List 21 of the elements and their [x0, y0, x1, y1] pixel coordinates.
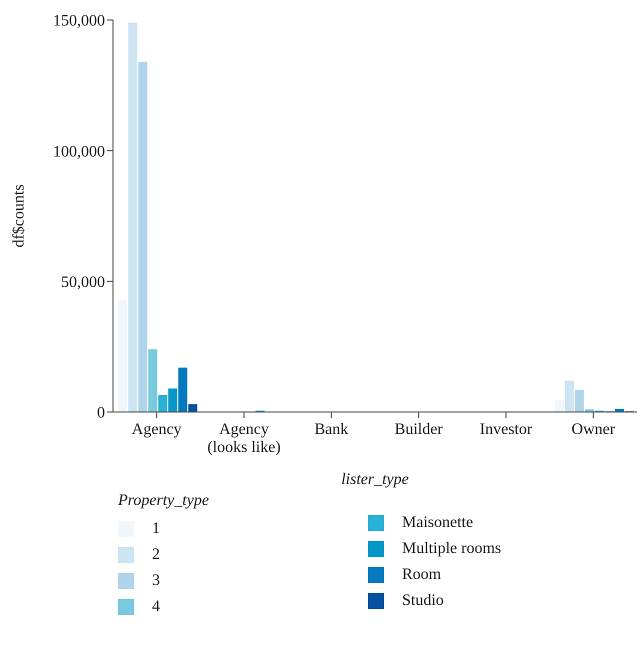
legend-label: 2	[152, 546, 160, 564]
y-tick-label: 150,000	[53, 12, 105, 30]
y-tick-label: 50,000	[61, 274, 105, 292]
legend-label: 1	[152, 520, 160, 538]
legend-label: 3	[152, 572, 160, 590]
legend-label: Maisonette	[402, 514, 474, 532]
x-tick-label: Agency	[132, 421, 182, 438]
y-axis-title: df$counts	[10, 184, 28, 248]
legend-label: 4	[152, 598, 160, 616]
x-tick-label: Owner	[572, 421, 616, 438]
x-axis-title: lister_type	[341, 471, 409, 488]
legend-label: Room	[402, 566, 442, 584]
legend-title: Property_type	[118, 492, 210, 510]
y-tick-label: 100,000	[53, 143, 105, 160]
legend-label: Studio	[402, 592, 444, 610]
x-tick-label: Agency (looks like)	[207, 421, 281, 456]
y-tick-label: 0	[97, 404, 105, 422]
legend-label: Multiple rooms	[402, 540, 502, 558]
x-tick-label: Builder	[394, 421, 444, 438]
x-tick-label: Investor	[480, 421, 533, 438]
x-tick-label: Bank	[314, 421, 348, 438]
